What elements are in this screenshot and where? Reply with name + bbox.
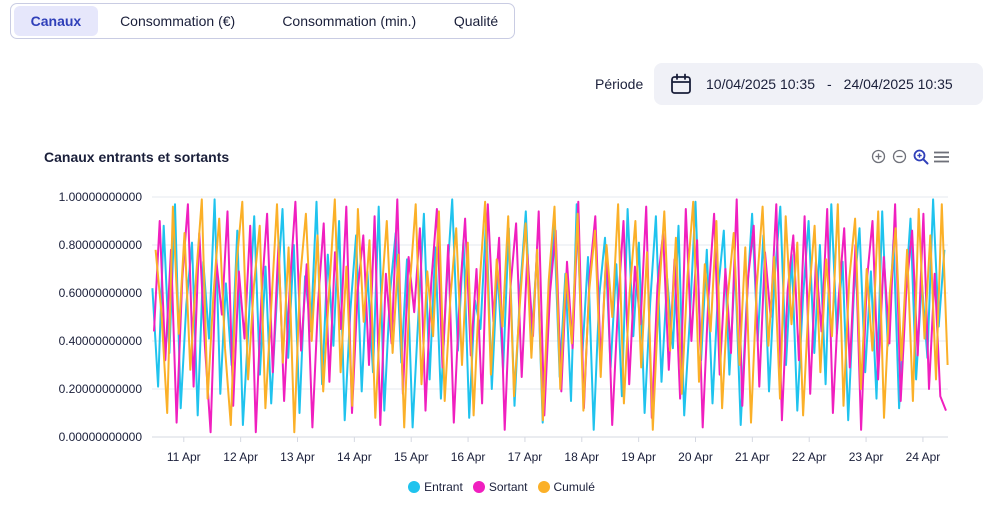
period-start: 10/04/2025 10:35 xyxy=(706,76,815,92)
x-tick-label: 17 Apr xyxy=(508,450,543,464)
period-picker[interactable]: 10/04/2025 10:35 - 24/04/2025 10:35 xyxy=(654,63,983,105)
calendar-icon xyxy=(671,73,691,94)
x-tick-label: 12 Apr xyxy=(223,450,258,464)
period-end: 24/04/2025 10:35 xyxy=(843,76,953,92)
legend-item-cumule[interactable]: Cumulé xyxy=(537,480,595,494)
legend-item-entrant[interactable]: Entrant xyxy=(408,480,463,494)
legend-marker-cumule xyxy=(537,481,550,493)
y-tick-label: 0.60000000000 xyxy=(59,286,143,300)
series-line-sortant xyxy=(153,198,947,434)
legend-marker-sortant xyxy=(472,481,485,493)
series-line-cumul xyxy=(154,198,949,434)
chart-title: Canaux entrants et sortants xyxy=(44,149,230,165)
legend-label-cumule: Cumulé xyxy=(553,480,595,494)
y-tick-label: 1.00000000000 xyxy=(59,190,143,204)
line-chart[interactable]: 1.00000000000 0.80000000000 0.60000000000 0… xyxy=(0,180,1003,470)
tab-canaux[interactable]: Canaux xyxy=(14,6,98,36)
legend-item-sortant[interactable]: Sortant xyxy=(472,480,528,494)
tab-consommation-euro[interactable]: Consommation (€) xyxy=(120,13,236,29)
legend-label-sortant: Sortant xyxy=(488,480,528,494)
tab-bar: Canaux Consommation (€) Consommation (mi… xyxy=(10,3,515,39)
legend-marker-entrant xyxy=(408,481,421,493)
legend-label-entrant: Entrant xyxy=(424,480,463,494)
x-tick-label: 13 Apr xyxy=(280,450,315,464)
y-tick-label: 0.20000000000 xyxy=(59,382,143,396)
x-tick-label: 16 Apr xyxy=(451,450,486,464)
y-tick-label: 0.40000000000 xyxy=(59,334,143,348)
zoom-select-icon[interactable] xyxy=(912,148,929,165)
tab-qualite[interactable]: Qualité xyxy=(453,13,499,29)
x-tick-label: 11 Apr xyxy=(167,450,201,464)
zoom-out-icon[interactable] xyxy=(891,148,908,165)
x-tick-label: 19 Apr xyxy=(621,450,656,464)
period-separator: - xyxy=(827,76,832,92)
x-tick-label: 14 Apr xyxy=(337,450,372,464)
tab-consommation-minutes[interactable]: Consommation (min.) xyxy=(282,13,417,29)
x-tick-label: 21 Apr xyxy=(735,450,770,464)
menu-icon[interactable] xyxy=(933,148,950,165)
y-tick-label: 0.80000000000 xyxy=(59,238,143,252)
zoom-in-icon[interactable] xyxy=(870,148,887,165)
x-tick-label: 24 Apr xyxy=(906,450,941,464)
x-tick-label: 23 Apr xyxy=(849,450,884,464)
chart-legend: Entrant Sortant Cumulé xyxy=(0,480,1003,494)
period-label: Période xyxy=(595,76,644,92)
chart-toolbar xyxy=(870,148,950,165)
x-tick-label: 20 Apr xyxy=(678,450,713,464)
x-tick-label: 22 Apr xyxy=(792,450,827,464)
x-tick-label: 18 Apr xyxy=(564,450,599,464)
y-tick-label: 0.00000000000 xyxy=(59,430,143,444)
x-tick-label: 15 Apr xyxy=(394,450,429,464)
